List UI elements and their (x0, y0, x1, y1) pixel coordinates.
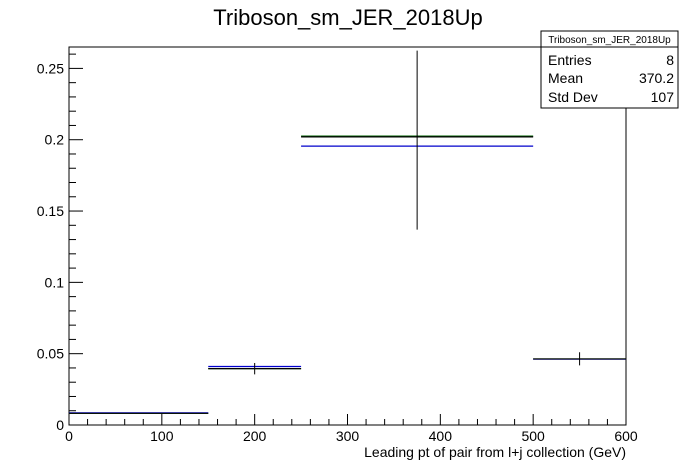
y-tick-label: 0.05 (37, 346, 64, 362)
chart-title: Triboson_sm_JER_2018Up (213, 5, 482, 30)
y-tick-label: 0 (56, 417, 64, 433)
x-tick-label: 300 (336, 428, 360, 444)
histogram-series (69, 135, 626, 414)
y-tick-label: 0.1 (45, 274, 65, 290)
stats-mean-label: Mean (548, 70, 583, 86)
y-tick-label: 0.2 (45, 132, 65, 148)
x-tick-label: 200 (243, 428, 267, 444)
stats-box-title: Triboson_sm_JER_2018Up (548, 35, 671, 46)
stats-entries-label: Entries (548, 52, 592, 68)
stats-mean-value: 370.2 (639, 70, 674, 86)
x-axis-ticks: 0 100 200 300 400 500 600 (65, 414, 638, 444)
x-tick-label: 500 (521, 428, 545, 444)
y-tick-label: 0.15 (37, 203, 64, 219)
y-axis-ticks: 0 0.05 0.1 0.15 0.2 0.25 (37, 53, 83, 433)
y-tick-label: 0.25 (37, 60, 64, 76)
x-tick-label: 400 (429, 428, 453, 444)
stats-box-frame (540, 30, 679, 109)
error-bars (254, 50, 581, 375)
stats-stddev-label: Std Dev (548, 89, 598, 105)
stats-stddev-value: 107 (651, 89, 675, 105)
x-axis-label: Leading pt of pair from l+j collection (… (364, 444, 626, 460)
x-tick-label: 0 (65, 428, 73, 444)
stats-box: Triboson_sm_JER_2018Up Entries 8 Mean 37… (540, 30, 679, 109)
stats-entries-value: 8 (666, 52, 674, 68)
x-tick-label: 100 (150, 428, 174, 444)
x-tick-label: 600 (614, 428, 638, 444)
